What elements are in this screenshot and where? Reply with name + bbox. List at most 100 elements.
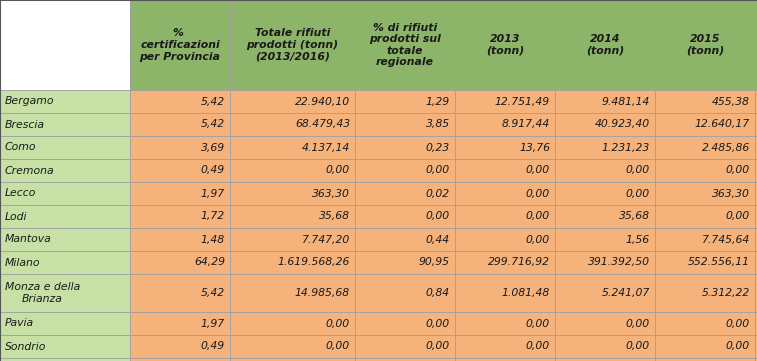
Text: 363,30: 363,30 (712, 188, 750, 199)
Bar (455, 0, 555, 90)
Text: 1,97: 1,97 (201, 188, 225, 199)
Bar (555, 274, 655, 312)
Text: 0,23: 0,23 (426, 143, 450, 152)
Text: Como: Como (5, 143, 36, 152)
Text: 8.917,44: 8.917,44 (502, 119, 550, 130)
Bar (0, 274, 130, 312)
Text: 2.485,86: 2.485,86 (702, 143, 750, 152)
Bar (355, 358, 455, 361)
Bar (655, 90, 755, 113)
Bar (655, 159, 755, 182)
Text: 4.137,14: 4.137,14 (302, 143, 350, 152)
Text: 363,30: 363,30 (312, 188, 350, 199)
Text: 1.619.568,26: 1.619.568,26 (278, 257, 350, 268)
Text: 0,00: 0,00 (726, 212, 750, 222)
Text: 9.481,14: 9.481,14 (602, 96, 650, 106)
Bar (555, 136, 655, 159)
Text: 0,00: 0,00 (526, 165, 550, 175)
Bar (0, 205, 130, 228)
Bar (355, 274, 455, 312)
Text: 12.751,49: 12.751,49 (495, 96, 550, 106)
Bar (0, 182, 130, 205)
Bar (230, 312, 355, 335)
Bar (0, 358, 130, 361)
Bar (655, 312, 755, 335)
Bar (355, 113, 455, 136)
Text: % di rifiuti
prodotti sul
totale
regionale: % di rifiuti prodotti sul totale regiona… (369, 23, 441, 68)
Bar (655, 358, 755, 361)
Text: 0,00: 0,00 (726, 318, 750, 329)
Bar (130, 358, 230, 361)
Text: 7.747,20: 7.747,20 (302, 235, 350, 244)
Bar (230, 136, 355, 159)
Bar (555, 335, 655, 358)
Text: 5,42: 5,42 (201, 288, 225, 298)
Bar (0, 136, 130, 159)
Text: 35,68: 35,68 (619, 212, 650, 222)
Bar (555, 205, 655, 228)
Text: 5.312,22: 5.312,22 (702, 288, 750, 298)
Bar (130, 136, 230, 159)
Text: 0,00: 0,00 (426, 212, 450, 222)
Bar (755, 251, 757, 274)
Bar (655, 251, 755, 274)
Text: 1.231,23: 1.231,23 (602, 143, 650, 152)
Text: Milano: Milano (5, 257, 41, 268)
Text: Bergamo: Bergamo (5, 96, 55, 106)
Bar (755, 182, 757, 205)
Bar (655, 228, 755, 251)
Text: 0,49: 0,49 (201, 165, 225, 175)
Bar (655, 136, 755, 159)
Bar (555, 358, 655, 361)
Bar (755, 228, 757, 251)
Text: 0,49: 0,49 (201, 342, 225, 352)
Bar (655, 0, 755, 90)
Text: 0,44: 0,44 (426, 235, 450, 244)
Text: 1,97: 1,97 (201, 318, 225, 329)
Bar (455, 274, 555, 312)
Bar (355, 205, 455, 228)
Text: 2015
(tonn): 2015 (tonn) (686, 34, 724, 56)
Text: 5.241,07: 5.241,07 (602, 288, 650, 298)
Text: 0,00: 0,00 (626, 318, 650, 329)
Text: 0,00: 0,00 (526, 188, 550, 199)
Text: 12.640,17: 12.640,17 (695, 119, 750, 130)
Bar (455, 113, 555, 136)
Text: 0,00: 0,00 (426, 318, 450, 329)
Bar (555, 90, 655, 113)
Bar (130, 182, 230, 205)
Text: 40.923,40: 40.923,40 (595, 119, 650, 130)
Bar (455, 159, 555, 182)
Text: Pavia: Pavia (5, 318, 34, 329)
Text: 1,48: 1,48 (201, 235, 225, 244)
Bar (355, 182, 455, 205)
Text: 5,42: 5,42 (201, 96, 225, 106)
Bar (355, 312, 455, 335)
Text: 1,29: 1,29 (426, 96, 450, 106)
Text: 68.479,43: 68.479,43 (295, 119, 350, 130)
Bar (230, 335, 355, 358)
Text: Brescia: Brescia (5, 119, 45, 130)
Bar (130, 113, 230, 136)
Bar (0, 0, 130, 90)
Bar (130, 251, 230, 274)
Bar (230, 205, 355, 228)
Bar (755, 205, 757, 228)
Bar (455, 205, 555, 228)
Text: 0,00: 0,00 (526, 235, 550, 244)
Bar (130, 274, 230, 312)
Text: 2013
(tonn): 2013 (tonn) (486, 34, 524, 56)
Bar (355, 159, 455, 182)
Text: 0,00: 0,00 (526, 342, 550, 352)
Text: Lodi: Lodi (5, 212, 27, 222)
Text: 5,42: 5,42 (201, 119, 225, 130)
Text: 0,00: 0,00 (326, 318, 350, 329)
Text: 0,00: 0,00 (426, 165, 450, 175)
Bar (655, 274, 755, 312)
Bar (230, 274, 355, 312)
Bar (755, 358, 757, 361)
Text: 455,38: 455,38 (712, 96, 750, 106)
Bar (130, 90, 230, 113)
Bar (755, 335, 757, 358)
Bar (355, 0, 455, 90)
